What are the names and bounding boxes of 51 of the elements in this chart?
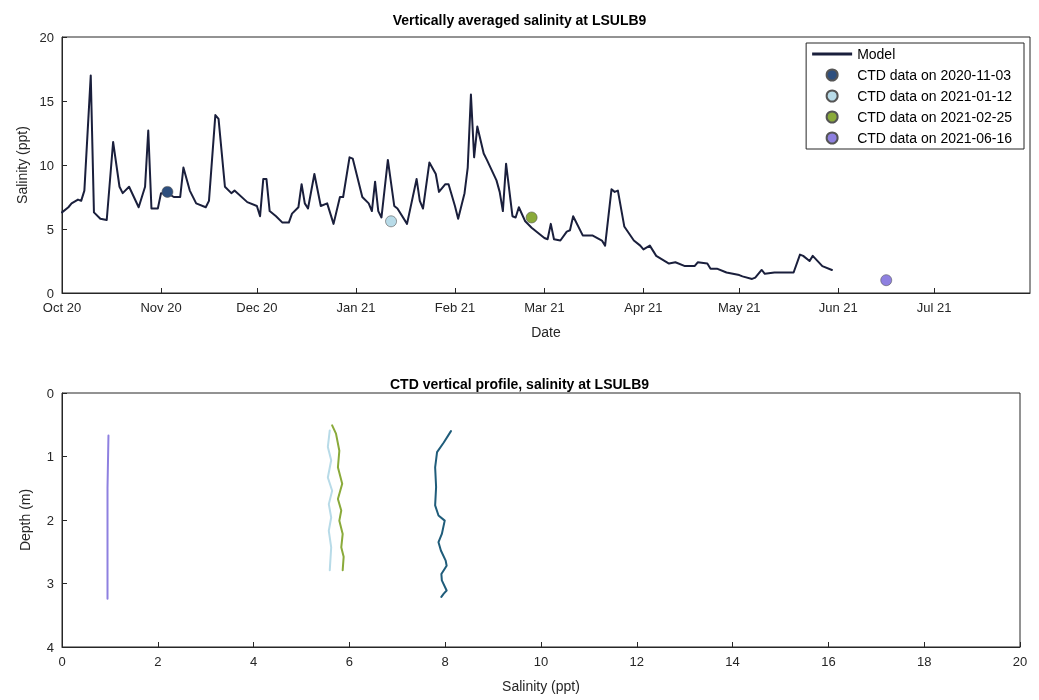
x-tick-label: Nov 20 <box>140 300 182 315</box>
line-series <box>61 74 833 280</box>
y-tick-label: 1 <box>46 449 54 464</box>
x-tick-label: Feb 21 <box>434 300 476 315</box>
y-tick-label: 10 <box>39 157 54 173</box>
chart-title: CTD vertical profile, salinity at LSULB9 <box>389 376 650 392</box>
x-tick-label: Dec 20 <box>236 300 278 315</box>
x-tick-label: Apr 21 <box>624 300 663 315</box>
x-tick-label: 4 <box>249 654 258 669</box>
x-tick-label: May 21 <box>717 300 761 315</box>
point <box>161 186 174 198</box>
legend-label: Model <box>857 46 896 62</box>
x-tick-label: 6 <box>345 654 354 669</box>
x-axis-title: Date <box>531 324 561 340</box>
legend-label: CTD data on 2021-01-12 <box>857 88 1013 104</box>
x-tick-label: 8 <box>441 654 449 669</box>
x-tick-label: 14 <box>725 654 740 669</box>
y-tick-label: 20 <box>39 29 54 45</box>
y-tick-label: 15 <box>39 93 54 109</box>
x-tick-label: Jan 21 <box>336 300 376 315</box>
y-axis-title: Depth (m) <box>17 488 33 552</box>
y-axis-title: Salinity (ppt) <box>13 126 30 204</box>
y-tick-label: 2 <box>46 512 54 528</box>
point <box>880 274 893 286</box>
point <box>385 215 397 228</box>
x-axis-title: Salinity (ppt) <box>502 678 580 694</box>
line-series <box>331 424 345 572</box>
x-tick-label: 2 <box>154 654 162 669</box>
x-tick-label: 12 <box>629 654 645 669</box>
y-tick-label: 0 <box>46 285 54 301</box>
x-tick-label: 10 <box>533 654 549 669</box>
y-tick-label: 4 <box>46 639 54 655</box>
line-series <box>434 430 452 598</box>
legend-label: CTD data on 2021-02-25 <box>857 109 1013 125</box>
x-tick-label: 20 <box>1012 654 1028 669</box>
x-tick-label: 16 <box>821 654 836 669</box>
y-tick-label: 5 <box>46 221 54 237</box>
x-tick-label: 18 <box>916 654 932 669</box>
x-tick-label: Jun 21 <box>818 300 858 315</box>
x-tick-label: Oct 20 <box>42 300 82 315</box>
legend-label: CTD data on 2020-11-03 <box>857 67 1012 83</box>
x-tick-label: 0 <box>58 654 66 669</box>
y-tick-label: 3 <box>46 576 54 591</box>
legend-label: CTD data on 2021-06-16 <box>857 130 1013 146</box>
y-tick-label: 0 <box>46 385 54 401</box>
point <box>525 211 538 224</box>
line-series <box>106 434 110 600</box>
x-tick-label: Mar 21 <box>524 300 565 315</box>
chart-title: Vertically averaged salinity at LSULB9 <box>392 12 647 28</box>
x-tick-label: Jul 21 <box>916 300 952 315</box>
line-series <box>326 429 334 572</box>
